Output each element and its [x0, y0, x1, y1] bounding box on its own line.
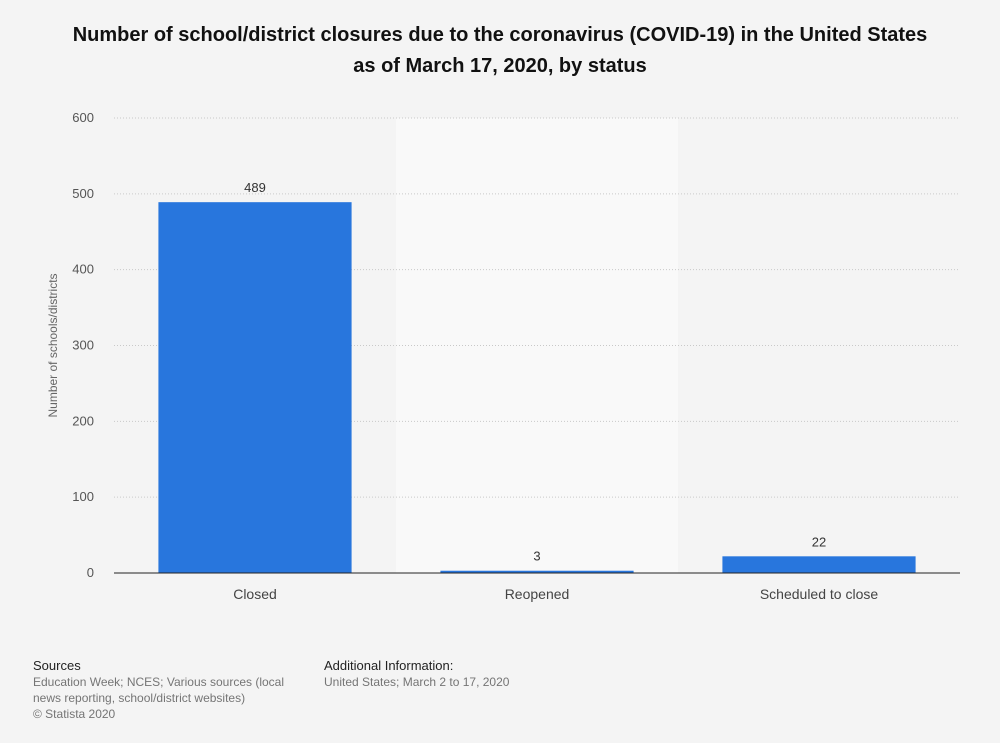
- y-tick-label: 500: [72, 186, 94, 201]
- sources-line-2: news reporting, school/district websites…: [33, 691, 246, 705]
- bars: [158, 202, 916, 574]
- y-tick-label: 600: [72, 110, 94, 125]
- sources-line-1: Education Week; NCES; Various sources (l…: [33, 675, 284, 689]
- data-label: 3: [533, 549, 540, 564]
- sources-heading: Sources: [33, 658, 81, 673]
- additional-info-text: United States; March 2 to 17, 2020: [324, 675, 510, 689]
- data-label: 22: [812, 534, 826, 549]
- y-tick-label: 300: [72, 338, 94, 353]
- bar: [158, 202, 352, 574]
- sources-block: Sources Education Week; NCES; Various so…: [33, 658, 284, 722]
- y-axis-ticks: 0 100 200 300 400 500 600: [72, 110, 94, 580]
- data-label: 489: [244, 180, 266, 195]
- additional-info-heading: Additional Information:: [324, 658, 454, 673]
- additional-info-block: Additional Information: United States; M…: [324, 658, 509, 690]
- bar: [440, 570, 634, 573]
- bar: [722, 556, 916, 573]
- copyright: © Statista 2020: [33, 707, 116, 721]
- y-tick-label: 0: [87, 565, 94, 580]
- x-tick-label: Reopened: [505, 586, 570, 602]
- x-axis-ticks: Closed Reopened Scheduled to close: [233, 586, 878, 602]
- x-tick-label: Closed: [233, 586, 277, 602]
- data-labels: 489 3 22: [244, 180, 826, 564]
- y-axis-label: Number of schools/districts: [46, 273, 60, 417]
- y-tick-label: 400: [72, 262, 94, 277]
- y-tick-label: 200: [72, 413, 94, 428]
- y-tick-label: 100: [72, 489, 94, 504]
- chart-title: Number of school/district closures due t…: [72, 24, 928, 77]
- x-tick-label: Scheduled to close: [760, 586, 879, 602]
